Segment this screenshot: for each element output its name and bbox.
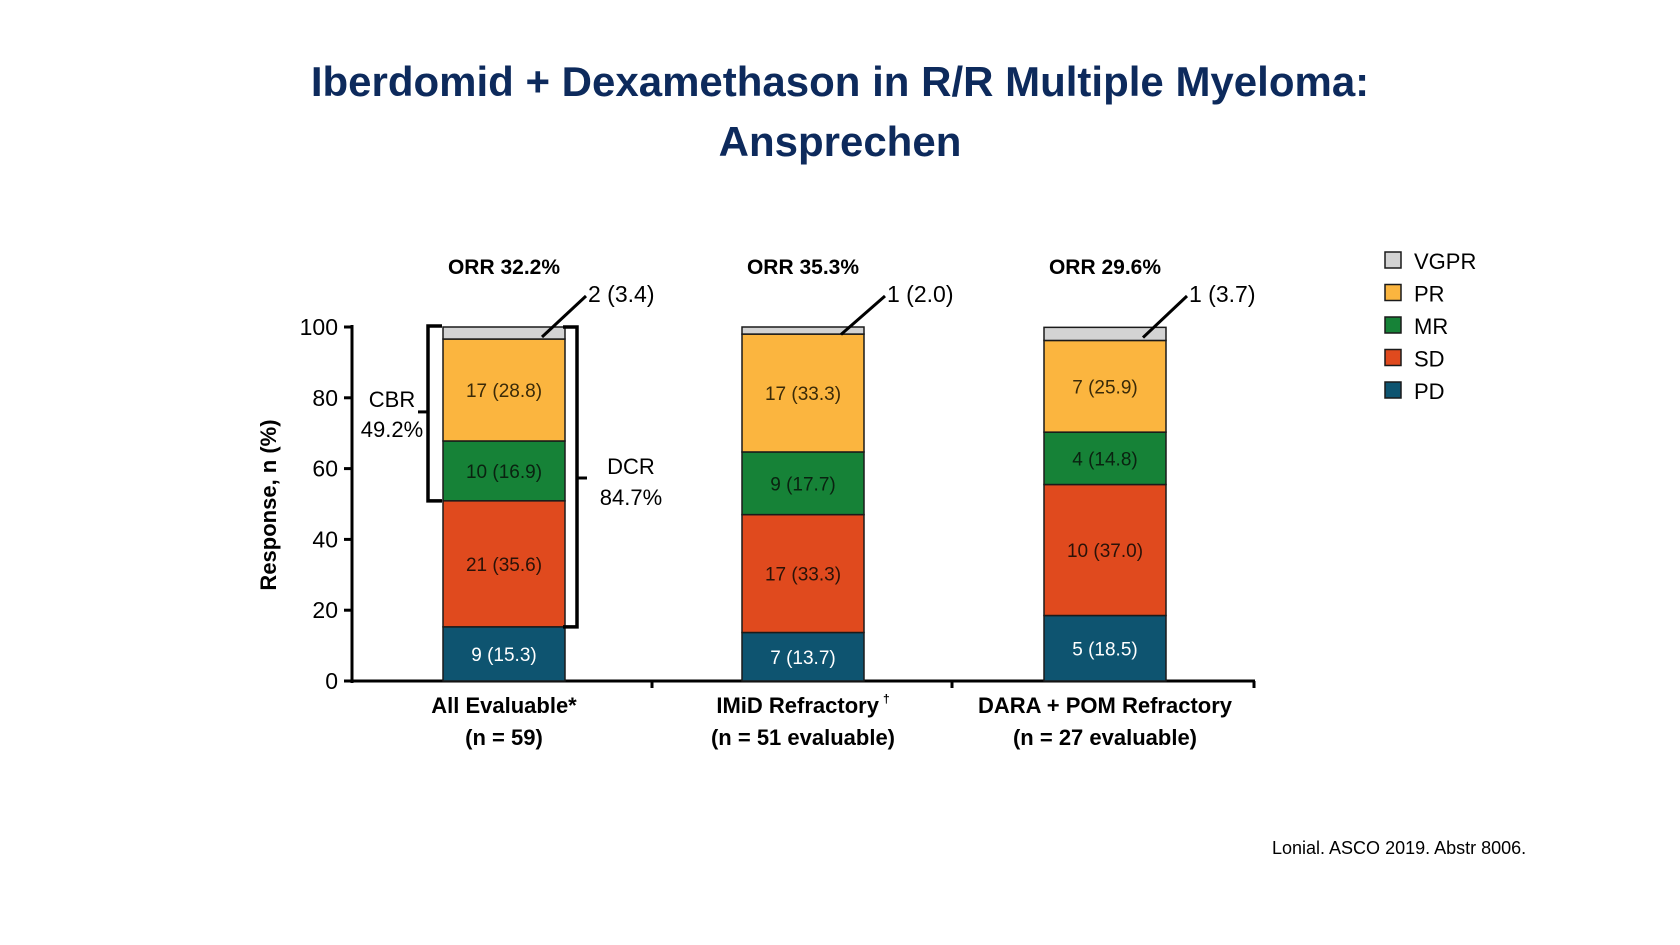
orr-label: ORR 35.3% [747,256,859,279]
bar-segment-pr [442,338,566,442]
cbr-value: 49.2% [361,417,423,442]
y-tick-label: 100 [300,314,338,340]
bar-data-label: 17 (33.3) [765,565,841,586]
bar-data-label: 10 (16.9) [466,462,542,483]
bar-segment-pr [1043,339,1167,433]
dagger-superscript: † [883,692,890,706]
vgpr-callout-line [840,294,886,336]
bar-data-label: 7 (25.9) [1072,377,1137,398]
legend-swatch-mr [1384,316,1402,334]
bar-data-label: 17 (33.3) [765,384,841,405]
dcr-value: 84.7% [600,485,662,510]
dcr-label: DCR [607,454,655,479]
y-tick-label: 60 [312,456,338,482]
bar-segment-pd [442,626,566,682]
y-axis-title: Response, n (%) [256,419,281,590]
citation: Lonial. ASCO 2019. Abstr 8006. [1272,838,1527,858]
bar-data-label: 9 (15.3) [471,645,536,666]
y-tick-label: 40 [312,526,338,552]
x-category-sublabel: (n = 27 evaluable) [1013,725,1197,750]
bar-data-label: 9 (17.7) [770,474,835,495]
bar-data-label: 21 (35.6) [466,555,542,576]
y-tick-label: 20 [312,597,338,623]
bar-segment-mr [442,440,566,502]
bar-segment-pr [741,333,865,453]
bar-segment-sd [741,513,865,634]
y-tick-label: 0 [325,668,338,694]
bar-data-label: 17 (28.8) [466,381,542,402]
bar-segment-pd [741,631,865,682]
slide-title: Iberdomid + Dexamethason in R/R Multiple… [0,52,1680,172]
vgpr-callout-line [1141,294,1189,339]
x-category-label: All Evaluable* [431,693,577,718]
bar-segment-vgpr [442,326,566,340]
vgpr-callout-label: 1 (2.0) [887,281,953,307]
legend-label-pr: PR [1414,282,1445,307]
orr-label: ORR 32.2% [448,256,560,279]
vgpr-callout-line [540,294,588,339]
x-category-sublabel: (n = 51 evaluable) [711,725,895,750]
bar-data-label: 7 (13.7) [770,648,835,669]
y-tick-label: 80 [312,385,338,411]
bar-segment-sd [442,500,566,628]
title-line-2: Ansprechen [718,118,962,165]
title-line-1: Iberdomid + Dexamethason in R/R Multiple… [310,58,1370,105]
legend-label-sd: SD [1414,347,1445,372]
legend-swatch-pd [1384,381,1402,399]
bar-segment-vgpr [1043,326,1167,342]
orr-label: ORR 29.6% [1049,256,1161,279]
bar-data-label: 4 (14.8) [1072,449,1137,470]
legend-label-vgpr: VGPR [1414,249,1476,274]
bar-segment-pd [1043,614,1167,682]
legend-label-pd: PD [1414,379,1445,404]
x-category-sublabel: (n = 59) [465,725,543,750]
cbr-label: CBR [369,387,415,412]
legend-swatch-pr [1384,283,1402,302]
bar-segment-mr [1043,431,1167,486]
bar-data-label: 10 (37.0) [1067,541,1143,562]
vgpr-callout-label: 1 (3.7) [1189,281,1255,307]
bar-segment-sd [1043,483,1167,617]
bar-data-label: 5 (18.5) [1072,639,1137,660]
bar-segment-mr [741,451,865,516]
legend-swatch-sd [1384,348,1402,367]
cbr-bracket [426,324,442,503]
vgpr-callout-label: 2 (3.4) [588,281,654,307]
x-category-label: IMiD Refractory † [716,692,889,718]
legend-swatch-vgpr [1384,251,1402,269]
legend-label-mr: MR [1414,314,1448,339]
x-category-label: DARA + POM Refractory [978,693,1233,718]
bar-segment-vgpr [741,326,865,335]
